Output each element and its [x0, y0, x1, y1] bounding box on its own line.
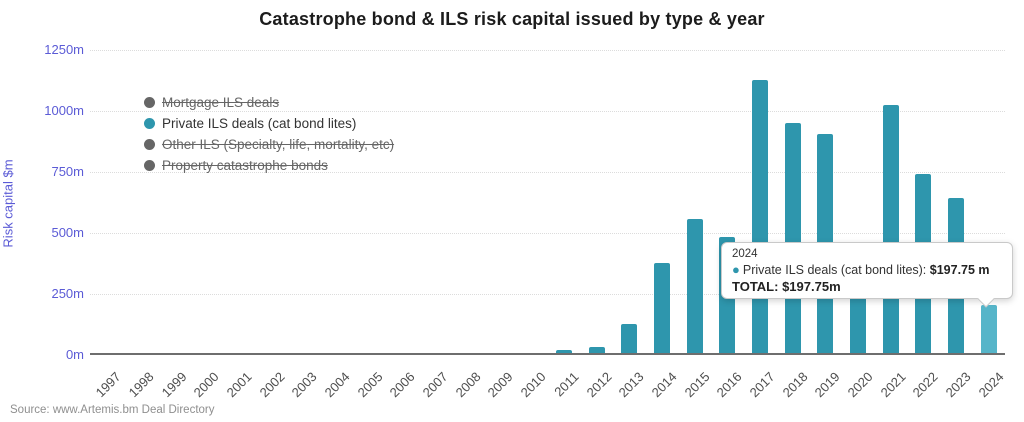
- y-axis-ticks: 1250m 1000m 750m 500m 250m 0m: [0, 0, 84, 422]
- bar-2013[interactable]: [621, 324, 638, 353]
- gridline: [90, 111, 1005, 112]
- bar-2015[interactable]: [686, 218, 703, 353]
- legend-item-label: Mortgage ILS deals: [162, 95, 280, 110]
- legend: Mortgage ILS deals Private ILS deals (cat…: [144, 92, 394, 176]
- tooltip-series-value: $197.75 m: [929, 263, 990, 277]
- bar-2017[interactable]: [751, 80, 768, 353]
- tooltip-total-label: TOTAL:: [732, 279, 783, 294]
- source-credit: Source: www.Artemis.bm Deal Directory: [10, 404, 215, 416]
- y-tick: 1250m: [44, 42, 84, 57]
- legend-item-label: Other ILS (Specialty, life, mortality, e…: [162, 137, 395, 152]
- tooltip: 2024 ● Private ILS deals (cat bond lites)…: [721, 242, 1013, 308]
- legend-item-1[interactable]: Private ILS deals (cat bond lites): [144, 113, 394, 134]
- tooltip-total-row: TOTAL: $197.75m: [732, 279, 1002, 294]
- bar-2024[interactable]: [980, 304, 997, 353]
- legend-item-label: Private ILS deals (cat bond lites): [162, 116, 357, 131]
- legend-dot-icon: [144, 160, 155, 171]
- legend-dot-icon: [144, 97, 155, 108]
- gridline: [90, 233, 1005, 234]
- bar-2014[interactable]: [653, 263, 670, 353]
- y-tick: 500m: [51, 225, 84, 240]
- tooltip-series-row: ● Private ILS deals (cat bond lites): $19…: [732, 262, 1002, 277]
- gridline: [90, 294, 1005, 295]
- y-tick: 1000m: [44, 103, 84, 118]
- series-bullet-icon: ●: [732, 262, 740, 277]
- tooltip-series-label: Private ILS deals (cat bond lites):: [742, 263, 930, 277]
- legend-dot-icon: [144, 139, 155, 150]
- legend-item-2[interactable]: Other ILS (Specialty, life, mortality, e…: [144, 134, 394, 155]
- legend-item-label: Property catastrophe bonds: [162, 158, 328, 173]
- bar-2012[interactable]: [588, 346, 605, 353]
- y-tick: 0m: [65, 347, 84, 362]
- legend-item-3[interactable]: Property catastrophe bonds: [144, 155, 394, 176]
- gridline: [90, 172, 1005, 173]
- gridline: [90, 50, 1005, 51]
- y-tick: 250m: [51, 286, 84, 301]
- legend-item-0[interactable]: Mortgage ILS deals: [144, 92, 394, 113]
- chart-title: Catastrophe bond & ILS risk capital issu…: [259, 9, 765, 29]
- tooltip-year: 2024: [732, 248, 758, 260]
- bar-2011[interactable]: [555, 350, 572, 353]
- tooltip-total-value: $197.75m: [782, 279, 841, 294]
- y-tick: 750m: [51, 164, 84, 179]
- legend-dot-icon: [144, 118, 155, 129]
- bar-2021[interactable]: [882, 105, 899, 353]
- bar-2018[interactable]: [784, 123, 801, 353]
